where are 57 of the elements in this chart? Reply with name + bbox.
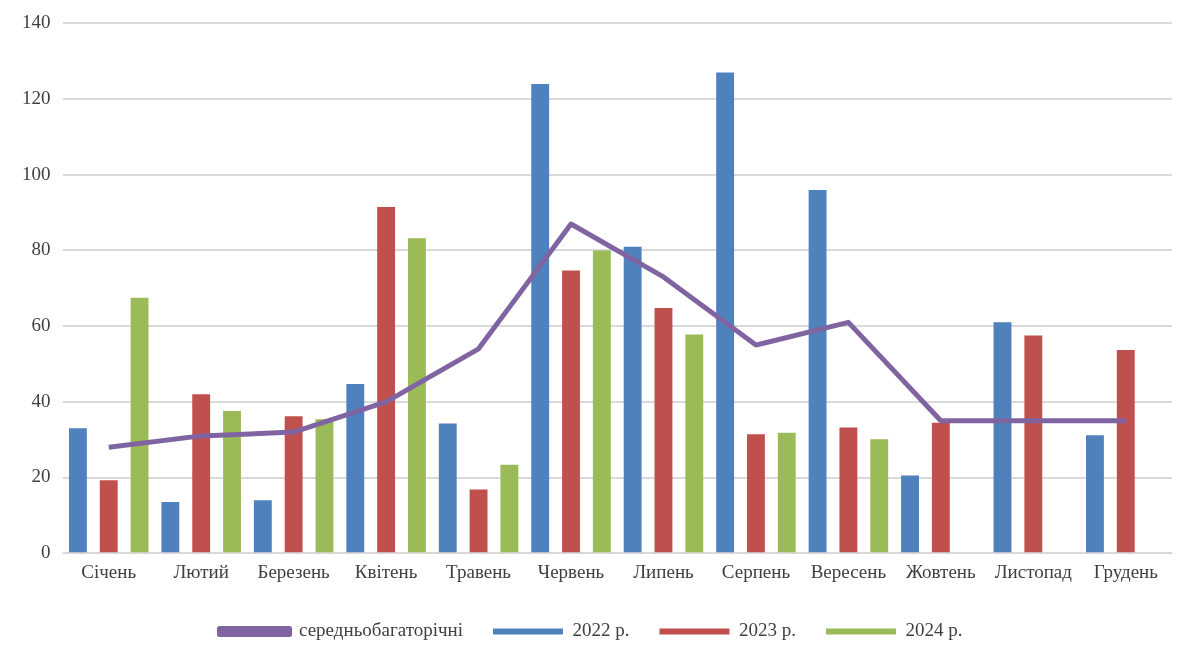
bar: [1024, 335, 1043, 553]
x-tick-label: Січень: [81, 560, 137, 582]
legend-label: 2023 р.: [738, 619, 796, 641]
bar: [901, 475, 919, 553]
bar: [284, 416, 303, 553]
bar: [685, 334, 704, 553]
y-tick-label: 40: [31, 389, 51, 411]
x-tick-label: Жовтень: [906, 560, 976, 582]
bar: [1086, 435, 1104, 553]
bar: [161, 502, 180, 553]
legend-label: 2022 р.: [572, 619, 630, 641]
bar: [1116, 349, 1135, 553]
bar: [808, 189, 827, 553]
x-tick-label: Березень: [257, 560, 331, 582]
bar: [469, 489, 488, 553]
y-tick-label: 60: [31, 314, 51, 336]
bar: [346, 384, 365, 553]
bar: [777, 432, 796, 553]
bar: [253, 500, 272, 553]
bar: [192, 394, 211, 553]
bar: [716, 72, 735, 553]
x-tick-label: Серпень: [721, 560, 791, 582]
x-tick-label: Вересень: [810, 560, 887, 582]
bar: [931, 422, 950, 553]
bar: [747, 434, 765, 553]
bar: [223, 410, 241, 553]
y-tick-label: 100: [22, 162, 51, 184]
x-tick-label: Травень: [446, 560, 512, 582]
bar: [377, 206, 396, 553]
bar: [562, 270, 580, 553]
bar: [99, 480, 118, 553]
bar: [500, 464, 519, 553]
y-tick-label: 80: [31, 238, 51, 260]
legend-label: середньобагаторічні: [299, 619, 463, 641]
bar: [623, 246, 642, 553]
y-tick-label: 120: [22, 87, 51, 109]
bar: [870, 439, 889, 553]
bar: [315, 419, 334, 553]
x-tick-label: Липень: [633, 560, 695, 582]
x-tick-label: Квітень: [354, 560, 418, 582]
bar: [438, 423, 457, 553]
legend-label: 2024 р.: [905, 619, 963, 641]
x-tick-label: Грудень: [1093, 560, 1159, 582]
x-tick-label: Листопад: [994, 560, 1073, 582]
y-tick-label: 140: [22, 11, 51, 33]
bar: [839, 427, 858, 553]
bar: [654, 307, 673, 553]
x-tick-label: Лютий: [173, 560, 229, 582]
bar: [592, 250, 611, 553]
bar: [531, 83, 550, 553]
y-tick-label: 0: [41, 541, 51, 563]
bar: [993, 322, 1012, 553]
bar: [407, 238, 426, 553]
x-tick-label: Червень: [537, 560, 605, 582]
bar: [130, 297, 149, 553]
bar: [68, 428, 87, 553]
y-tick-label: 20: [31, 465, 51, 487]
